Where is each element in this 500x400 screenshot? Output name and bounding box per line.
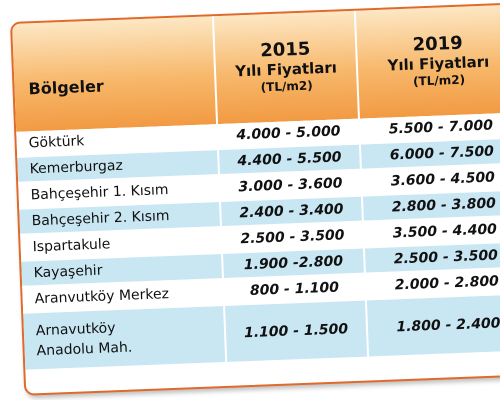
price-2019-cell: 1.800 - 2.400 <box>365 293 500 358</box>
table-header: Bölgeler 2015 Yılı Fiyatları (TL/m2) 201… <box>12 4 500 132</box>
table-body: Göktürk 4.000 - 5.000 5.500 - 7.000 Keme… <box>16 112 500 371</box>
header-region: Bölgeler <box>12 16 218 132</box>
region-cell: Arnavutköy Anadolu Mah. <box>23 304 227 371</box>
header-2019: 2019 Yılı Fiyatları (TL/m2) <box>354 4 500 119</box>
price-table-card: Bölgeler 2015 Yılı Fiyatları (TL/m2) 201… <box>10 2 500 396</box>
price-2015-cell: 1.100 - 1.500 <box>224 299 369 363</box>
price-table: Bölgeler 2015 Yılı Fiyatları (TL/m2) 201… <box>12 4 500 372</box>
header-row: Bölgeler 2015 Yılı Fiyatları (TL/m2) 201… <box>12 4 500 132</box>
header-2015: 2015 Yılı Fiyatları (TL/m2) <box>212 10 359 125</box>
